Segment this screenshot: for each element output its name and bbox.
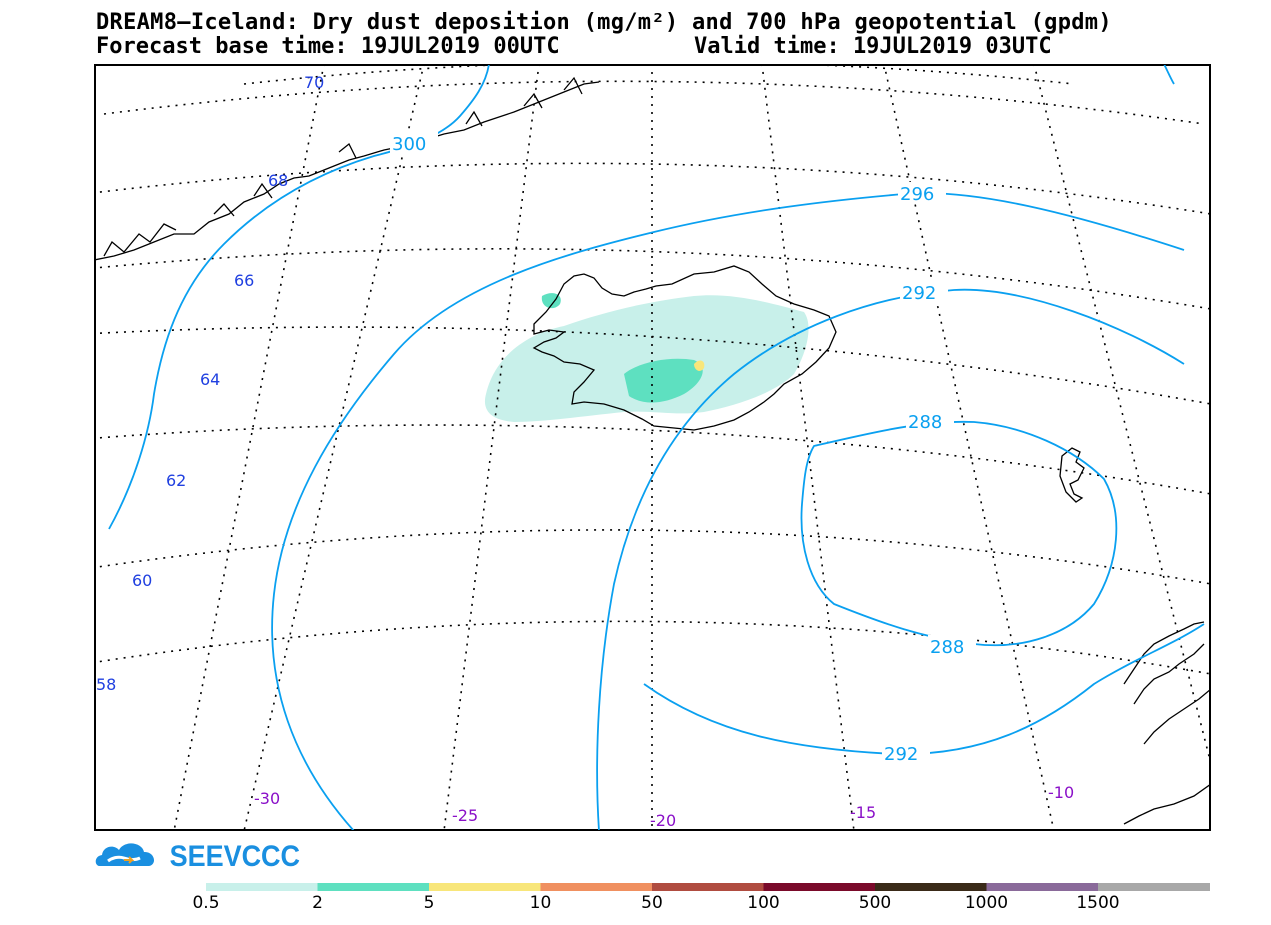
legend-swatch [540, 883, 653, 891]
map-title: DREAM8–Iceland: Dry dust deposition (mg/… [96, 10, 1112, 35]
legend-swatch [1098, 883, 1210, 891]
coastlines [95, 76, 1210, 825]
colorbar-legend: 0.5 2 5 10 50 100 500 1000 1500 [192, 883, 1210, 913]
legend-label: 2 [312, 893, 323, 913]
contour-label-288-top: 288 [908, 412, 942, 433]
legend-label: 1500 [1076, 893, 1119, 913]
legend-swatch [763, 883, 876, 891]
legend-swatch [986, 883, 1099, 891]
lon-label-minus20: -20 [650, 811, 676, 830]
contour-label-288-bottom: 288 [930, 637, 964, 658]
seevccc-logo: SEEVCCC [95, 840, 300, 874]
longitude-lines [173, 65, 1210, 830]
legend-swatch [317, 883, 430, 891]
contour-label-292: 292 [902, 283, 936, 304]
legend-label: 0.5 [192, 893, 219, 913]
lat-label-58: 58 [96, 675, 116, 694]
legend-swatch [875, 883, 987, 891]
legend-label: 10 [530, 893, 552, 913]
legend-swatch [206, 883, 318, 891]
iceland-coast [532, 265, 837, 431]
contour-label-296: 296 [900, 184, 934, 205]
latitude-lines [95, 65, 1210, 675]
contour-label-292-bottom: 292 [884, 744, 918, 765]
lon-label-minus10: -10 [1048, 783, 1074, 802]
lon-label-minus25: -25 [452, 806, 478, 825]
contour-288 [800, 420, 1118, 647]
contour-292-lower [643, 623, 1205, 755]
legend-swatch [652, 883, 764, 891]
faroe-islands [1059, 447, 1085, 503]
legend-label: 500 [859, 893, 891, 913]
legend-label: 50 [641, 893, 663, 913]
cloud-icon [95, 843, 155, 866]
lon-label-minus15: -15 [850, 803, 876, 822]
dust-deposition-area [484, 293, 809, 422]
lat-label-66: 66 [234, 271, 254, 290]
legend-label: 100 [747, 893, 779, 913]
logo-text: SEEVCCC [170, 840, 300, 874]
contour-300 [108, 65, 490, 530]
lon-label-minus30: -30 [254, 789, 280, 808]
lat-label-62: 62 [166, 471, 186, 490]
contour-292 [596, 288, 1185, 830]
greenland-coast [95, 81, 600, 261]
forecast-base-time: Forecast base time: 19JUL2019 00UTC [96, 34, 560, 59]
legend-label: 5 [424, 893, 435, 913]
lat-label-64: 64 [200, 370, 220, 389]
contour-label-300: 300 [392, 134, 426, 155]
legend-label: 1000 [965, 893, 1008, 913]
legend-swatch [429, 883, 541, 891]
map-panel: 70 68 66 64 62 60 58 -30 -25 -20 -15 -10… [94, 64, 1211, 831]
lat-label-68: 68 [268, 171, 288, 190]
norway-coast [1123, 621, 1210, 825]
lat-label-70: 70 [304, 73, 324, 92]
valid-time: Valid time: 19JUL2019 03UTC [694, 34, 1052, 59]
lat-label-60: 60 [132, 571, 152, 590]
